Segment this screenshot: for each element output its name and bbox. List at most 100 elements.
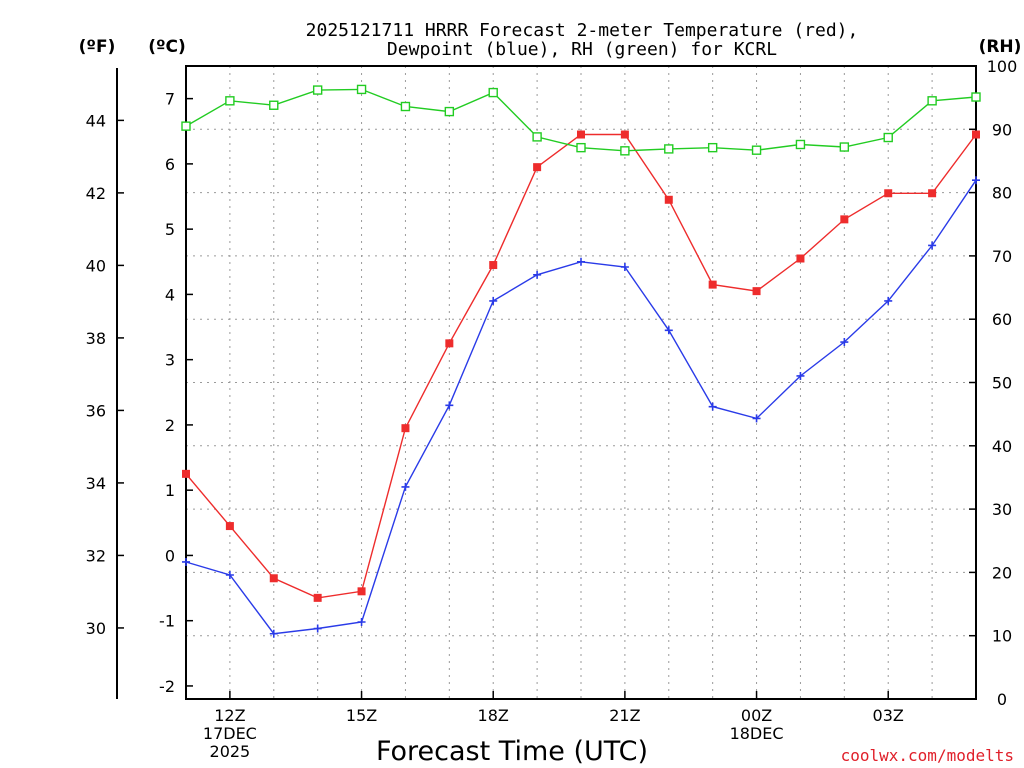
data-point	[225, 96, 235, 106]
celsius-tick-label: 2	[165, 416, 175, 435]
data-point	[840, 215, 849, 224]
rh-tick-label: 100	[987, 57, 1018, 76]
fahrenheit-tick-label: 34	[86, 474, 106, 493]
data-point	[313, 593, 322, 602]
fahrenheit-tick-label: 42	[86, 184, 106, 203]
data-point	[225, 571, 234, 580]
data-point	[840, 338, 849, 347]
x-tick-label: 2025	[210, 742, 251, 761]
data-point	[708, 402, 717, 411]
data-point	[884, 296, 893, 305]
data-point	[401, 424, 410, 433]
data-point	[313, 624, 322, 633]
data-point	[796, 254, 805, 263]
data-point	[444, 106, 455, 117]
fahrenheit-tick-label: 38	[86, 329, 106, 348]
data-point	[883, 132, 893, 143]
rh-tick-label: 40	[992, 437, 1012, 456]
data-point	[839, 142, 850, 152]
rh-tick-label: 80	[992, 184, 1012, 203]
rh-tick-label: 70	[992, 247, 1012, 266]
data-point	[181, 121, 191, 131]
data-point	[664, 144, 674, 154]
data-point	[577, 257, 585, 266]
data-point	[400, 101, 411, 112]
data-point	[182, 469, 190, 478]
data-point	[356, 84, 367, 95]
rh-tick-label: 60	[992, 310, 1012, 329]
data-point	[927, 96, 937, 106]
rh-tick-label: 0	[997, 690, 1007, 709]
grid-lines	[186, 66, 976, 699]
celsius-tick-label: -1	[159, 612, 175, 631]
x-tick-label: 12Z	[214, 706, 245, 725]
chart-title-line-1: 2025121711 HRRR Forecast 2-meter Tempera…	[306, 20, 859, 41]
data-point	[884, 189, 893, 198]
data-point	[577, 130, 585, 139]
x-tick-label: 21Z	[609, 706, 640, 725]
fahrenheit-tick-label: 40	[86, 256, 106, 275]
x-tick-label: 03Z	[873, 706, 904, 725]
data-point	[532, 132, 542, 142]
data-point	[620, 262, 629, 271]
rh-tick-label: 90	[992, 120, 1012, 139]
data-point	[751, 145, 762, 155]
data-point	[707, 142, 718, 153]
data-point	[752, 287, 761, 296]
series-layer	[181, 84, 981, 638]
data-point	[533, 270, 542, 279]
data-point	[620, 146, 630, 156]
celsius-tick-label: 0	[165, 546, 175, 565]
x-tick-label: 18DEC	[730, 724, 784, 743]
data-point	[795, 139, 806, 150]
rh-tick-label: 30	[992, 500, 1012, 519]
data-point	[972, 176, 980, 185]
data-point	[971, 92, 981, 102]
data-point	[928, 189, 937, 198]
axes: 3032343638404244-2-101234567010203040506…	[86, 57, 1018, 761]
data-point	[357, 587, 366, 596]
celsius-tick-label: 7	[165, 90, 175, 109]
celsius-tick-label: 1	[165, 481, 175, 500]
data-point	[664, 326, 673, 335]
credit-text: coolwx.com/modelts	[841, 746, 1014, 765]
fahrenheit-tick-label: 44	[86, 111, 106, 130]
celsius-tick-label: 5	[165, 220, 175, 239]
data-point	[445, 339, 454, 348]
data-point	[269, 100, 279, 110]
data-point	[752, 414, 761, 423]
series-relative-humidity	[181, 84, 981, 156]
series-temperature	[182, 130, 980, 602]
data-point	[488, 87, 498, 98]
data-point	[664, 195, 673, 204]
rh-tick-label: 50	[992, 374, 1012, 393]
rh-tick-label: 10	[992, 627, 1012, 646]
fahrenheit-tick-label: 30	[86, 619, 106, 638]
celsius-unit-label: (ºC)	[148, 37, 186, 57]
fahrenheit-tick-label: 36	[86, 401, 106, 420]
data-point	[357, 617, 366, 626]
celsius-tick-label: 4	[165, 285, 175, 304]
celsius-tick-label: 3	[165, 351, 175, 370]
data-point	[928, 241, 937, 250]
celsius-tick-label: -2	[159, 677, 175, 696]
series-dewpoint	[182, 176, 980, 638]
celsius-tick-label: 6	[165, 155, 175, 174]
data-point	[182, 557, 190, 566]
chart-title: 2025121711 HRRR Forecast 2-meter Tempera…	[306, 20, 859, 60]
data-point	[620, 130, 629, 139]
x-tick-label: 17DEC	[203, 724, 257, 743]
rh-tick-label: 20	[992, 563, 1012, 582]
fahrenheit-tick-label: 32	[86, 546, 106, 565]
data-point	[445, 401, 454, 410]
data-point	[312, 85, 323, 95]
data-point	[796, 371, 805, 380]
x-tick-label: 18Z	[478, 706, 509, 725]
rh-unit-label: (RH)	[979, 37, 1022, 57]
chart-title-line-2: Dewpoint (blue), RH (green) for KCRL	[387, 39, 777, 60]
data-point	[401, 482, 410, 491]
data-point	[489, 261, 498, 270]
data-point	[269, 629, 278, 638]
x-tick-label: 00Z	[741, 706, 772, 725]
